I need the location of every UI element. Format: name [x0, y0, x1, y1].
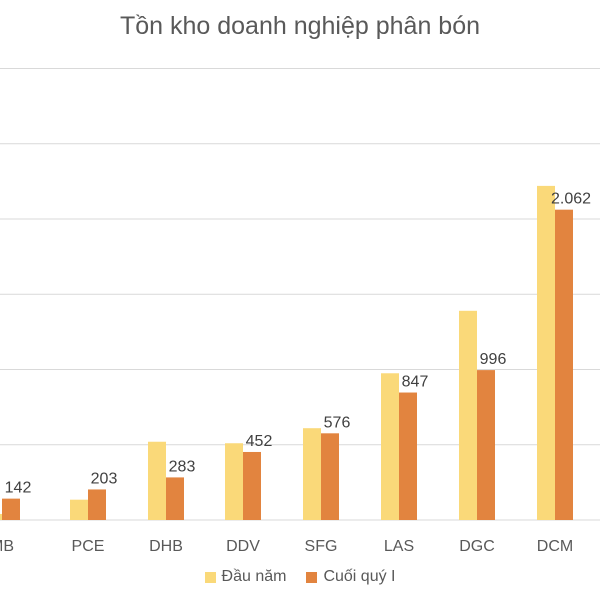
data-label: 996	[480, 351, 507, 368]
legend-label-cuoi-quy: Cuối quý I	[323, 568, 396, 585]
x-tick-label: SFG	[305, 538, 338, 555]
bar-dau-nam	[225, 443, 243, 520]
legend-label-dau-nam: Đầu năm	[221, 568, 287, 585]
chart-title: Tồn kho doanh nghiệp phân bón	[119, 12, 481, 40]
bar-dau-nam	[459, 310, 477, 520]
bar-dau-nam	[148, 441, 166, 520]
data-label: 576	[324, 414, 351, 431]
data-label: 2.062	[551, 191, 591, 208]
bar-dau-nam	[381, 373, 399, 520]
bar-cuoi-quy	[88, 489, 106, 520]
bar-cuoi-quy	[321, 433, 339, 520]
bar-cuoi-quy	[555, 209, 573, 520]
legend: Đầu năm Cuối quý I	[0, 568, 600, 586]
bar-dau-nam	[0, 513, 2, 520]
x-tick-label: PCE	[72, 538, 105, 555]
legend-swatch-cuoi-quy	[306, 571, 318, 583]
x-tick-label: DGC	[459, 538, 495, 555]
data-label: 847	[402, 374, 429, 391]
legend-item-cuoi-quy: Cuối quý I	[306, 568, 395, 586]
data-label: 142	[5, 480, 32, 497]
bar-dau-nam	[303, 428, 321, 520]
data-label: 283	[169, 458, 196, 475]
x-tick-label: DDV	[226, 538, 260, 555]
bar-cuoi-quy	[166, 477, 184, 520]
bar-cuoi-quy	[2, 498, 20, 520]
x-tick-label: MB	[0, 538, 14, 555]
x-tick-label: LAS	[384, 538, 414, 555]
bar-dau-nam	[70, 499, 88, 520]
x-tick-label: DCM	[537, 538, 573, 555]
legend-item-dau-nam: Đầu năm	[204, 568, 287, 586]
bar-cuoi-quy	[477, 370, 495, 520]
bar-dau-nam	[537, 185, 555, 520]
bar-cuoi-quy	[399, 392, 417, 520]
x-tick-label: DHB	[149, 538, 183, 555]
data-label: 203	[91, 470, 118, 487]
legend-swatch-dau-nam	[204, 571, 216, 583]
bar-cuoi-quy	[243, 451, 261, 520]
data-label: 452	[246, 433, 273, 450]
